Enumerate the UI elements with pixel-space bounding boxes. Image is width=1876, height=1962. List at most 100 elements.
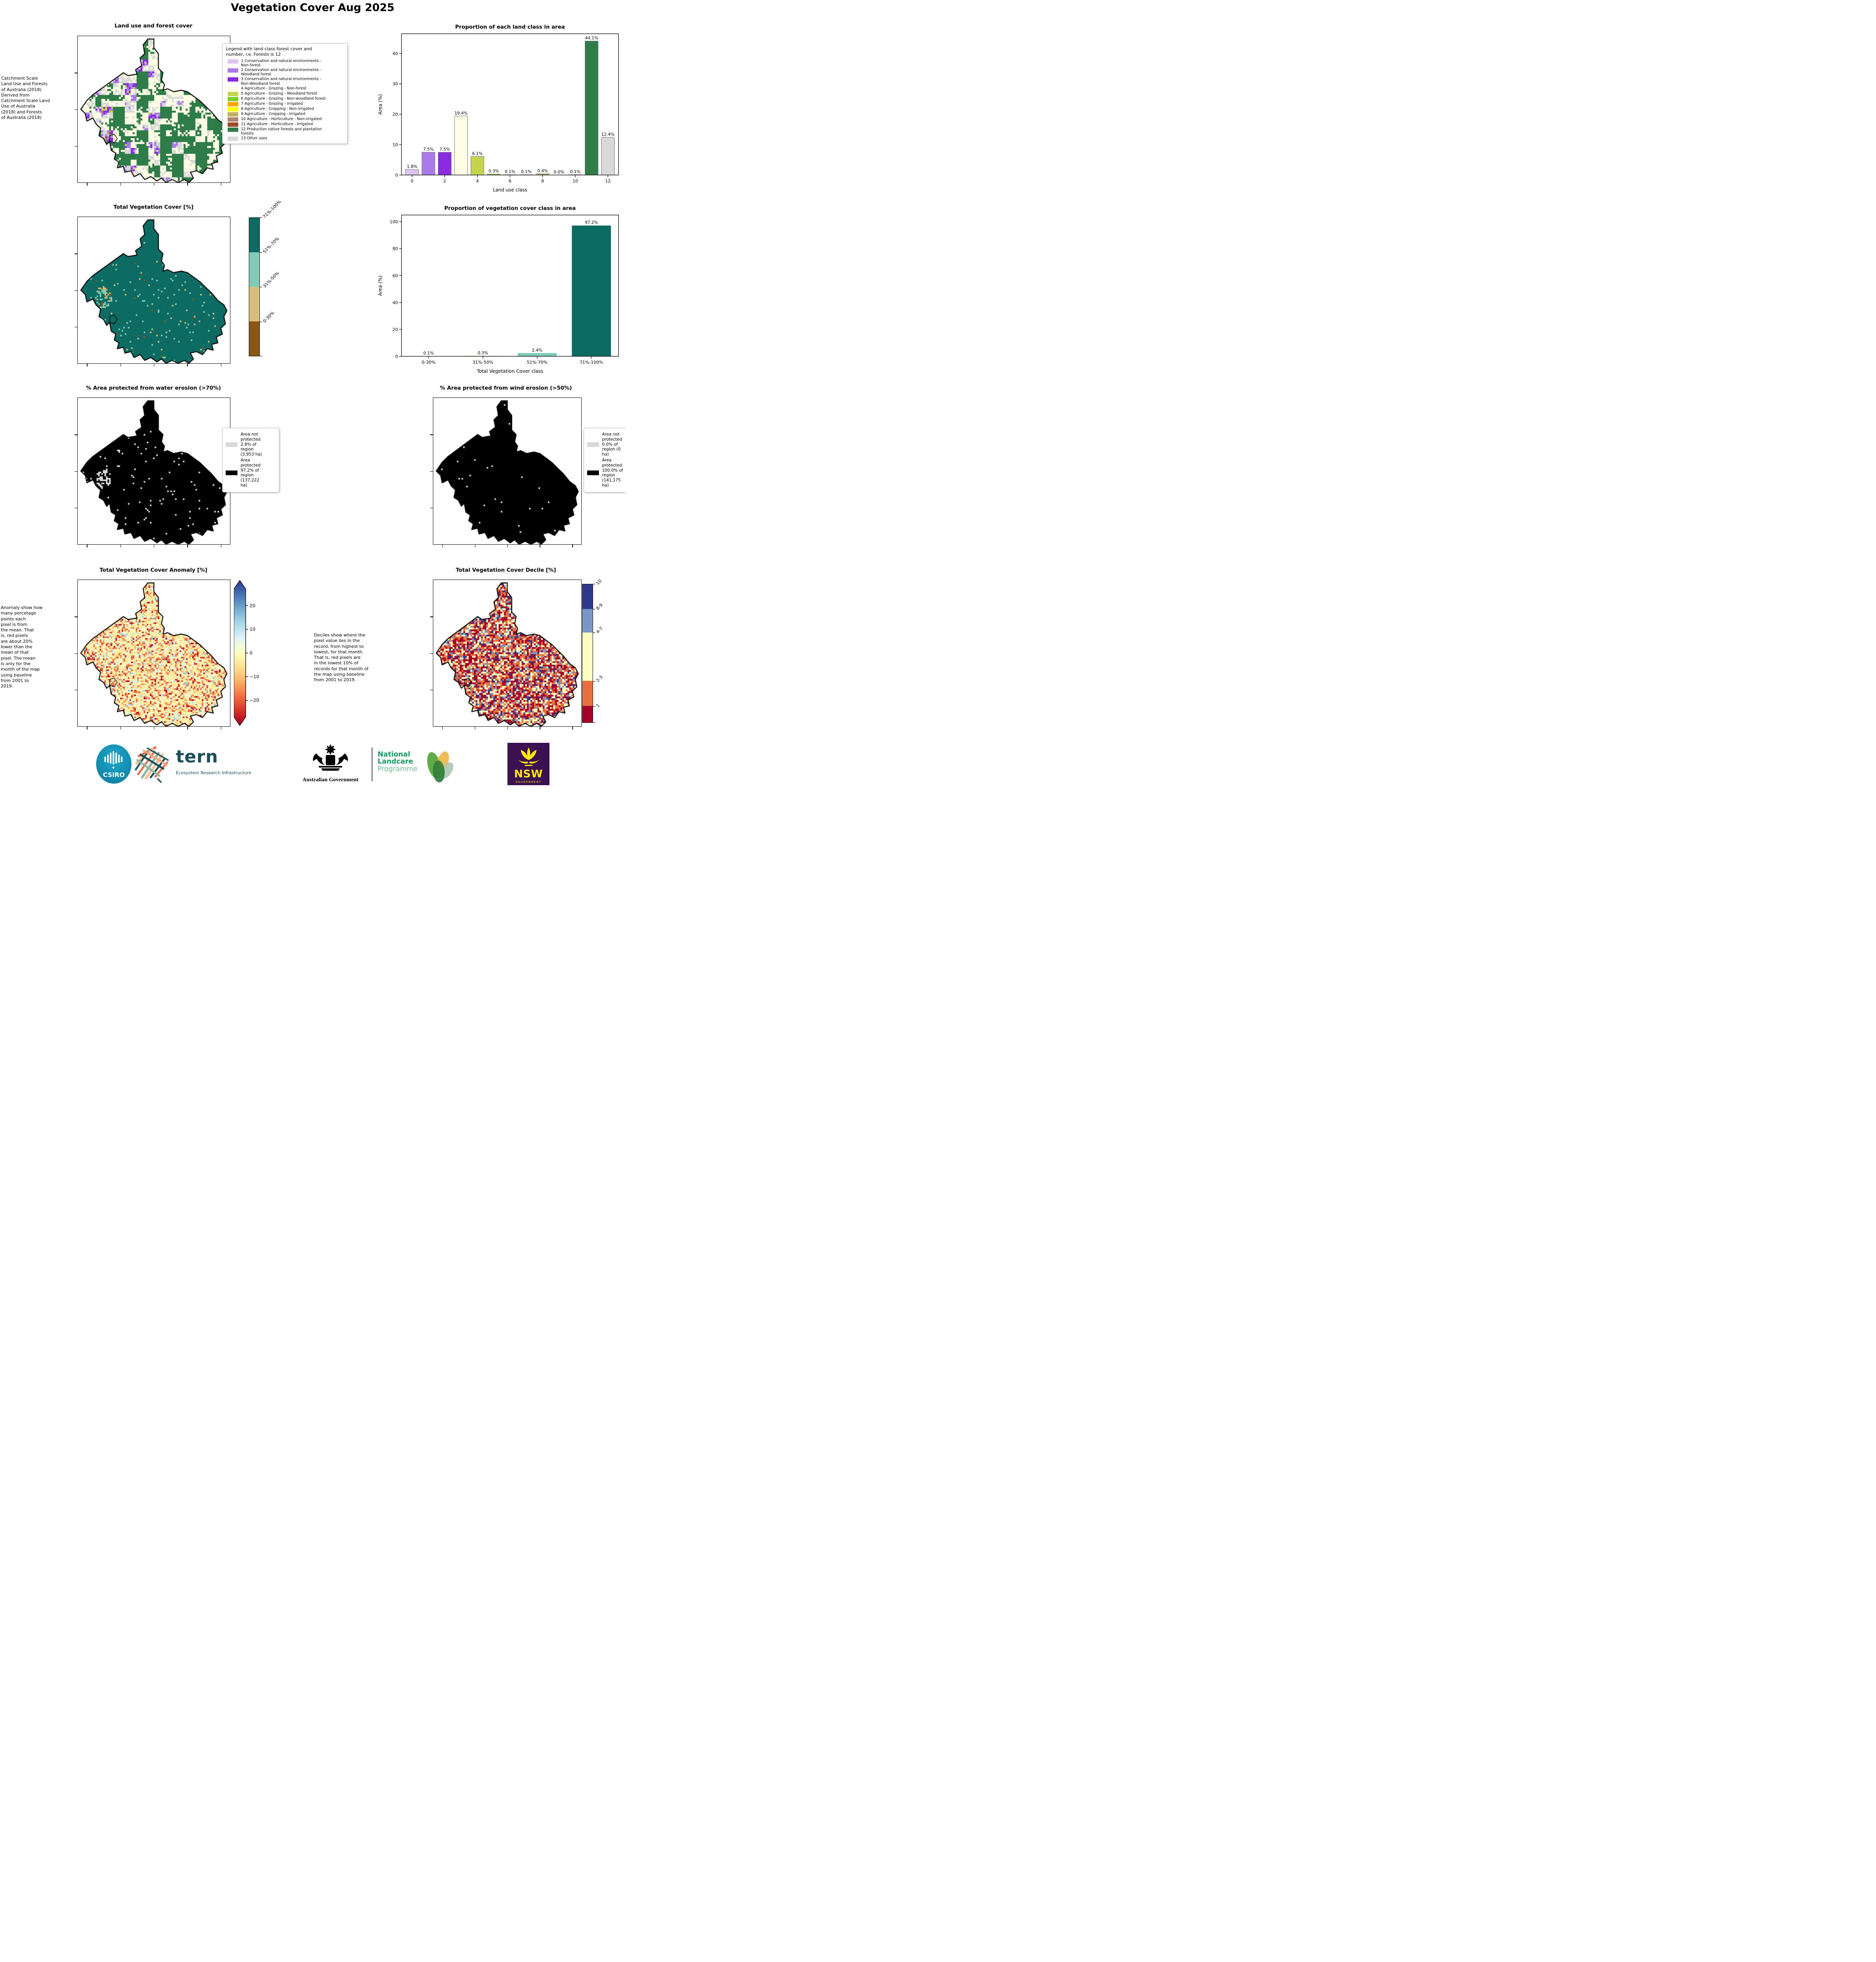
bar-value-label: 19.4% <box>454 111 467 116</box>
landuse-map-canvas <box>78 36 230 182</box>
landuse-map <box>75 36 230 186</box>
y-axis-tick <box>430 471 433 472</box>
chart-title: Proportion of each land class in area <box>455 24 565 30</box>
not-protected-label: Area not protected 0.0% of region (0 ha) <box>602 432 622 457</box>
landcare-line1: National <box>378 751 411 759</box>
x-tick-label: 0-30% <box>422 360 435 365</box>
legend-label: 5 Agriculture - Grazing - Woodland fores… <box>241 91 318 96</box>
legend-swatch <box>228 91 238 96</box>
x-tick-label: 12 <box>605 179 611 184</box>
legend-swatch <box>228 127 238 132</box>
bar <box>572 225 611 356</box>
y-tick-label: 20 <box>392 112 398 117</box>
legend-label: 13 Other uses <box>241 136 267 141</box>
y-tick-label: 0 <box>395 354 398 359</box>
legend-label: 2 Conservation and natural environments … <box>241 67 321 77</box>
tern-wordmark: tern <box>176 747 218 767</box>
legend-swatch <box>228 107 238 111</box>
x-axis-tick <box>572 727 573 729</box>
landuse-legend-items: 1 Conservation and natural environments … <box>226 59 344 141</box>
colorbar-tick-label: 8-9 <box>595 602 604 611</box>
national-landcare-logo: National Landcare Programme <box>378 746 458 786</box>
legend-swatch <box>228 59 238 64</box>
wind-legend-not-protected: Area not protected 0.0% of region (0 ha) <box>587 432 625 457</box>
landclass-bar-chart: Proportion of each land class in area 0 10… <box>376 22 624 197</box>
legend-item: 11 Agriculture - Horticulture - Irrigate… <box>226 122 344 127</box>
legend-label: 9 Agriculture - Cropping - Irrigated <box>241 111 305 116</box>
x-axis-tick <box>507 545 508 547</box>
bar-value-label: 0.4% <box>537 169 548 173</box>
nsw-wordmark: NSW <box>514 768 543 780</box>
colorbar-segment <box>582 706 593 722</box>
y-tick-label: 30 <box>392 82 398 87</box>
legend-item: 10 Agriculture - Horticulture - Non-irri… <box>226 117 344 122</box>
landuse-legend: Legend with land class forest cover and … <box>222 43 348 144</box>
x-axis-tick <box>120 545 121 547</box>
water-legend-protected: Area protected 97.2% of region (137,222 … <box>226 458 276 488</box>
legend-item: 13 Other uses <box>226 136 344 141</box>
wind-map-title: % Area protected from wind erosion (>50%… <box>440 385 572 391</box>
bar <box>517 353 557 356</box>
colorbar-tick <box>593 706 595 707</box>
legend-label: 7 Agriculture - Grazing - Irrigated <box>241 101 303 106</box>
landuse-map-title: Land use and forest cover <box>114 23 193 29</box>
y-axis-tick <box>75 434 77 435</box>
bar <box>422 152 435 175</box>
vegclass-bar-chart: Proportion of vegetation cover class in … <box>376 203 624 378</box>
legend-swatch <box>228 102 238 106</box>
bar-value-label: 7.5% <box>423 147 434 152</box>
x-tick-label: 6 <box>509 179 511 184</box>
bar <box>585 41 599 175</box>
bar <box>438 152 452 175</box>
bar-value-label: 0.0% <box>554 170 564 175</box>
y-axis-tick <box>75 653 77 654</box>
y-tick-label: 80 <box>392 246 398 252</box>
y-tick-label: 40 <box>392 51 398 56</box>
x-tick-label: 51%-70% <box>527 360 547 365</box>
anomaly-tick-label: 20 <box>250 603 255 608</box>
y-axis-tick <box>75 616 77 617</box>
bar <box>454 116 468 175</box>
legend-item: 12 Production native forests and plantat… <box>226 127 344 136</box>
landcare-leaves-icon <box>427 751 453 782</box>
anomaly-colorbar: 20 10 0 −10 −20 <box>234 580 262 726</box>
y-tick-label: 60 <box>392 273 398 278</box>
bar <box>405 169 419 175</box>
legend-swatch <box>228 97 238 101</box>
x-tick-label: 8 <box>541 179 544 184</box>
not-protected-swatch <box>587 442 599 447</box>
nsw-subtitle: GOVERNMENT <box>515 780 542 784</box>
legend-item: 3 Conservation and natural environments … <box>226 77 344 86</box>
wind-map <box>430 398 582 547</box>
bar-value-label: 7.5% <box>440 147 450 152</box>
colorbar <box>582 584 593 723</box>
wind-map-canvas <box>433 398 581 544</box>
csiro-wave-icon <box>104 751 122 769</box>
x-axis-tick <box>187 364 188 367</box>
legend-item: 6 Agriculture - Grazing - Non-woodland f… <box>226 97 344 101</box>
x-axis-label: Total Vegetation Cover class <box>476 368 543 374</box>
colorbar-segment <box>249 218 259 252</box>
x-axis-tick <box>187 545 188 547</box>
x-axis-tick <box>572 545 573 547</box>
x-axis-tick <box>187 727 188 729</box>
vegcover-map-canvas <box>78 217 230 363</box>
colorbar-tick-label: 1 <box>595 702 601 708</box>
colorbar-tick-label: 0-30% <box>262 310 276 324</box>
y-axis-tick <box>430 434 433 435</box>
legend-item: 7 Agriculture - Grazing - Irrigated <box>226 102 344 106</box>
water-map-title: % Area protected from water erosion (>70… <box>86 385 221 391</box>
legend-swatch <box>228 86 238 91</box>
bar-value-label: 97.2% <box>585 221 598 225</box>
vegcover-colorbar: 71%-100% 51%-70% 31%-50% 0-30% <box>249 199 282 357</box>
water-legend-not-protected: Area not protected 2.8% of region (3,953… <box>226 432 276 457</box>
decile-map-canvas <box>433 580 581 726</box>
tern-subtitle: Ecosystem Research Infrastructure <box>176 770 252 775</box>
y-tick-label: 20 <box>392 327 398 332</box>
protected-swatch <box>226 470 237 476</box>
legend-item: 8 Agriculture - Cropping - Non-irrigated <box>226 107 344 111</box>
csiro-logo: CSIRO <box>95 744 132 786</box>
legend-label: 11 Agriculture - Horticulture - Irrigate… <box>241 122 313 126</box>
bar-value-label: 0.1% <box>423 351 434 356</box>
anomaly-map <box>75 580 230 729</box>
